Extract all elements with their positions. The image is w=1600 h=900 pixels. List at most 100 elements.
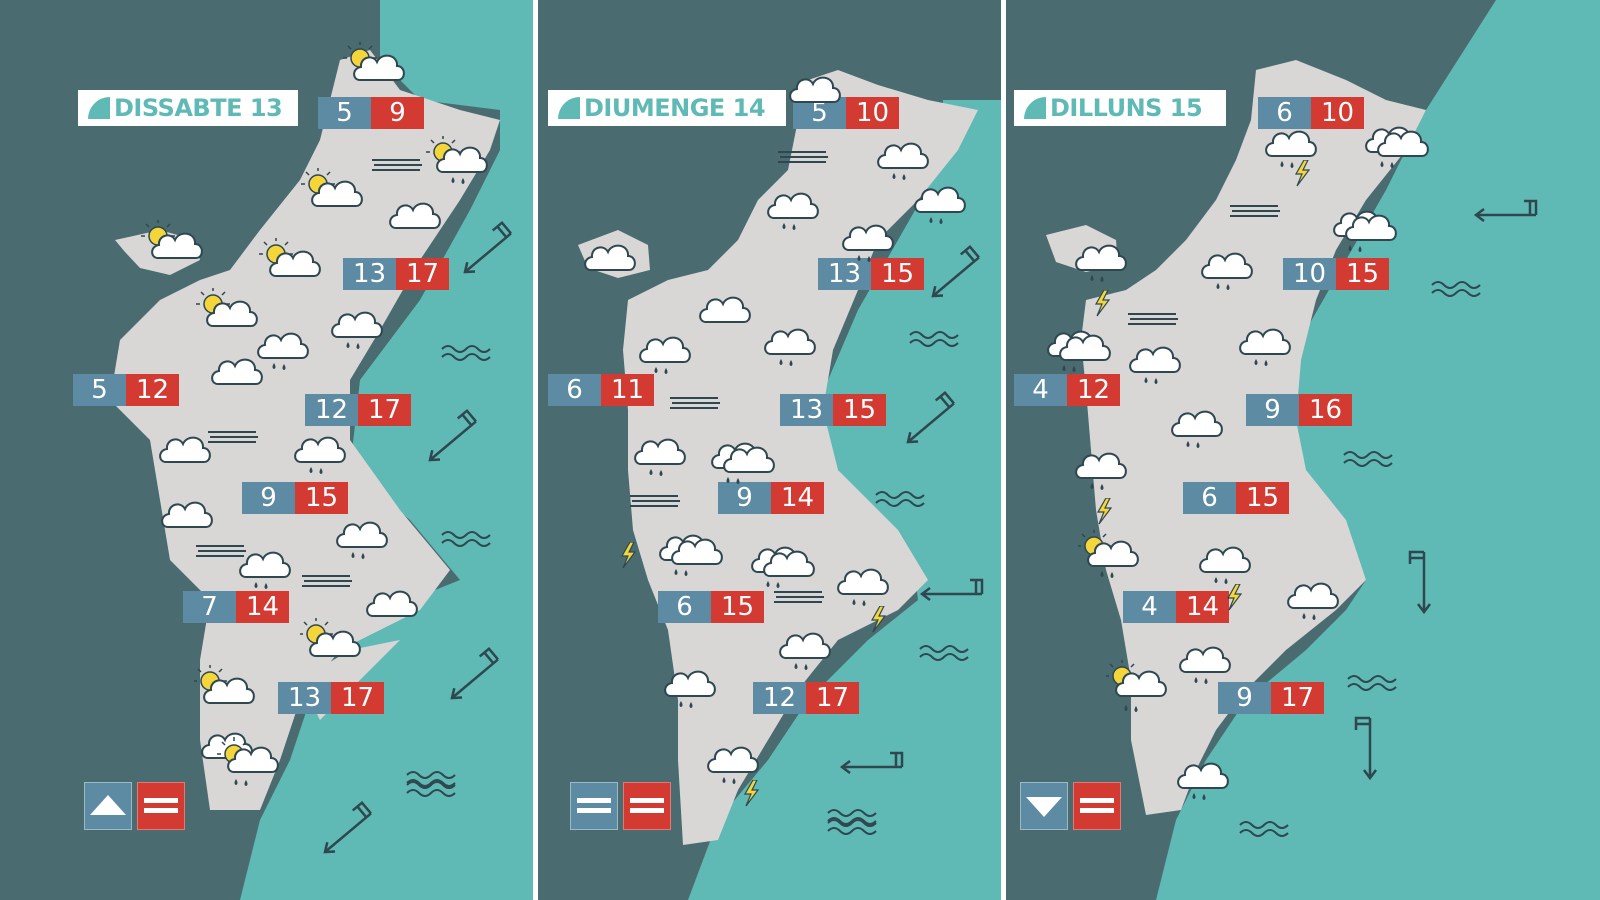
temp-min: 12 xyxy=(305,394,358,426)
temp-max: 17 xyxy=(358,394,411,426)
cloud-rain-icon xyxy=(659,534,723,576)
fog-icon xyxy=(1127,313,1179,325)
temp-max: 12 xyxy=(126,374,179,406)
waves-icon xyxy=(1343,451,1393,467)
temp-pair: 13 15 xyxy=(780,394,886,426)
wind-arrow-icon xyxy=(920,578,984,602)
sun-cloud-icon xyxy=(140,220,203,259)
temp-min: 4 xyxy=(1014,374,1067,406)
temp-min: 5 xyxy=(73,374,126,406)
sun-cloud-rain-icon xyxy=(1078,530,1139,578)
fog-icon xyxy=(773,591,825,603)
temp-max: 10 xyxy=(1311,97,1364,129)
trend-min-rising-icon xyxy=(84,782,132,830)
waves-icon xyxy=(441,531,491,547)
temp-min: 12 xyxy=(753,682,806,714)
sun-cloud-rain-icon xyxy=(1106,660,1167,712)
cloud-rain-icon xyxy=(1075,244,1127,282)
day-title: DIUMENGE 14 xyxy=(548,90,786,126)
temp-max: 15 xyxy=(871,258,924,290)
temp-pair: 9 14 xyxy=(718,482,824,514)
cloud-rain-icon xyxy=(779,632,831,670)
cloud-rain-icon xyxy=(331,311,383,349)
temp-min: 6 xyxy=(658,591,711,623)
temp-max: 17 xyxy=(1271,682,1324,714)
waves-icon xyxy=(827,809,877,835)
cloud-rain-icon xyxy=(294,436,346,474)
sun-cloud-icon xyxy=(300,618,361,657)
trend-max-stable-icon xyxy=(137,782,185,830)
temp-min: 6 xyxy=(1183,482,1236,514)
forecast-panel-monday: DILLUNS 15 6 10 10 15 4 12 9 16 6 15 4 14 9 17 xyxy=(1006,0,1600,900)
temp-pair: 10 15 xyxy=(1283,258,1389,290)
cloud-rain-icon xyxy=(1171,410,1223,448)
fog-icon xyxy=(301,575,353,587)
temp-min: 13 xyxy=(818,258,871,290)
temp-max: 16 xyxy=(1299,394,1352,426)
wind-arrow-icon xyxy=(419,409,482,466)
temp-pair: 7 14 xyxy=(183,591,289,623)
lightning-icon xyxy=(1227,584,1242,611)
temp-max: 14 xyxy=(236,591,289,623)
waves-icon xyxy=(1431,281,1481,297)
temp-min: 13 xyxy=(278,682,331,714)
forecast-panel-sunday: DIUMENGE 14 5 10 13 15 6 11 13 15 9 14 6 15 12… xyxy=(538,0,1001,900)
temp-pair: 13 17 xyxy=(343,258,449,290)
cloud-icon xyxy=(789,76,841,103)
cloud-rain-icon xyxy=(1177,762,1229,800)
trend-max-stable-icon xyxy=(1073,782,1121,830)
temp-min: 10 xyxy=(1283,258,1336,290)
day-title: DISSABTE 13 xyxy=(78,90,298,126)
temp-max: 9 xyxy=(371,97,424,129)
waves-icon xyxy=(919,645,969,661)
temp-min: 9 xyxy=(1246,394,1299,426)
temp-max: 15 xyxy=(833,394,886,426)
lightning-icon xyxy=(1095,290,1110,317)
cloud-icon xyxy=(161,501,213,528)
temp-max: 17 xyxy=(396,258,449,290)
waves-icon xyxy=(406,771,456,797)
cloud-rain-icon xyxy=(1199,546,1251,584)
temp-pair: 12 17 xyxy=(305,394,411,426)
wind-arrow-icon xyxy=(840,751,904,775)
temp-max: 15 xyxy=(1236,482,1289,514)
sun-cloud-icon xyxy=(258,238,321,277)
cloud-rain-icon xyxy=(634,438,686,476)
cloud-rain-icon xyxy=(914,186,966,224)
cloud-rain-icon xyxy=(837,568,889,606)
cloud-rain-icon xyxy=(751,546,815,588)
cloud-rain-icon xyxy=(767,192,819,230)
wind-arrow-icon xyxy=(1408,550,1432,614)
temp-pair: 9 16 xyxy=(1246,394,1352,426)
fog-icon xyxy=(195,545,247,557)
cloud-rain-icon xyxy=(764,328,816,366)
sun-cloud-icon xyxy=(300,168,363,207)
lightning-icon xyxy=(621,542,636,569)
temp-max: 12 xyxy=(1067,374,1120,406)
cloud-rain-icon xyxy=(711,442,775,484)
day-title-text: DIUMENGE 14 xyxy=(584,94,766,122)
wind-arrow-icon xyxy=(922,245,985,302)
cloud-icon xyxy=(699,296,751,323)
cloud-icon xyxy=(389,202,441,229)
temp-max: 15 xyxy=(711,591,764,623)
temp-pair: 5 10 xyxy=(793,97,899,129)
temp-max: 10 xyxy=(846,97,899,129)
temp-max: 15 xyxy=(1336,258,1389,290)
temp-min: 9 xyxy=(242,482,295,514)
temp-pair: 6 15 xyxy=(658,591,764,623)
lightning-icon xyxy=(744,780,759,807)
cloud-icon xyxy=(366,590,418,617)
temp-max: 14 xyxy=(1176,591,1229,623)
temp-max: 14 xyxy=(771,482,824,514)
sun-cloud-icon xyxy=(194,665,255,704)
fog-icon xyxy=(371,159,423,171)
waves-icon xyxy=(1347,675,1397,691)
temp-max: 17 xyxy=(806,682,859,714)
temp-pair: 4 14 xyxy=(1123,591,1229,623)
cloud-icon xyxy=(584,244,636,271)
cloud-rain-icon xyxy=(877,142,929,180)
temp-pair: 12 17 xyxy=(753,682,859,714)
